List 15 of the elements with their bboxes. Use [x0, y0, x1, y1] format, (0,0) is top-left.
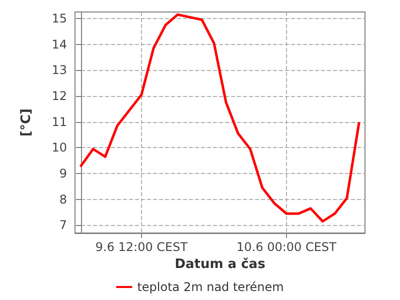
y-tick-label: 13 [52, 63, 67, 78]
y-tick-label: 7 [59, 218, 67, 232]
y-tick-label: 11 [52, 114, 67, 129]
line-series [80, 13, 360, 223]
y-tick-label: 10 [52, 140, 67, 155]
legend-label: teplota 2m nad terénem [137, 280, 284, 294]
x-tick-label: 10.6 00:00 CEST [236, 240, 338, 254]
x-axis-title: Datum a čas [174, 256, 266, 272]
y-tick-label: 15 [52, 11, 67, 26]
y-tick-label: 9 [59, 166, 67, 181]
y-tick-label: 12 [52, 89, 67, 104]
y-tick-label: 14 [52, 37, 67, 52]
y-tick-label: 8 [59, 192, 67, 206]
y-axis-title: [°C] [19, 108, 34, 136]
x-tick-label: 9.6 12:00 CEST [95, 240, 188, 254]
